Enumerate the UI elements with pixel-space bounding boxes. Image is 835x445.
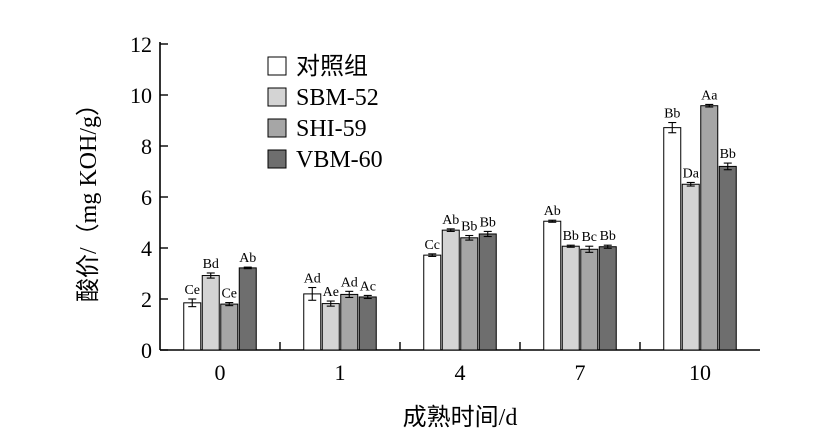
bar-label: Bd [203, 257, 219, 272]
legend-swatch [267, 87, 287, 107]
bar-label: Bc [581, 230, 597, 245]
legend-swatch [267, 56, 287, 76]
bar [340, 293, 359, 351]
bar [441, 229, 460, 351]
legend: 对照组 SBM-52 SHI-59 VBM-60 [267, 53, 383, 173]
bar-label: Bb [720, 147, 736, 162]
bar [460, 237, 479, 351]
bar-label: Aa [701, 88, 718, 103]
y-tick-label: 4 [141, 236, 152, 261]
bar [580, 248, 599, 351]
bar [598, 246, 617, 351]
bar [663, 127, 682, 351]
bar-label: Bb [563, 229, 579, 244]
bar [561, 245, 580, 351]
bar-label: Bb [461, 220, 477, 235]
y-tick-label: 12 [130, 32, 152, 57]
bar-label: Cc [424, 238, 440, 253]
y-tick-label: 10 [130, 83, 152, 108]
bar-label: Bb [600, 229, 616, 244]
legend-label: SHI-59 [296, 116, 367, 142]
legend-swatch [267, 149, 287, 169]
legend-label: SBM-52 [296, 85, 379, 111]
bar-label: Ac [360, 279, 376, 294]
bar-label: Bb [480, 215, 496, 230]
y-tick-label: 8 [141, 134, 152, 159]
bar [478, 233, 497, 351]
bar [543, 220, 562, 351]
bar-label: Ab [442, 213, 459, 228]
bar [718, 165, 737, 351]
bar-label: Ce [221, 287, 237, 302]
legend-label: VBM-60 [296, 147, 383, 173]
y-tick-label: 0 [141, 338, 152, 363]
bar [201, 275, 220, 351]
bar [220, 303, 239, 351]
bar-label: Ad [304, 272, 321, 287]
bar-label: Ce [184, 283, 200, 298]
bar-label: Ad [341, 275, 358, 290]
x-tick-label: 4 [455, 360, 466, 385]
x-axis-title: 成熟时间/d [403, 404, 518, 431]
axes: 0 2 4 6 8 10 12 0 1 4 7 10 [130, 32, 760, 385]
bar-label: Ab [544, 204, 561, 219]
x-tick-label: 10 [689, 360, 711, 385]
bar [321, 303, 340, 351]
legend-swatch [267, 118, 287, 138]
y-axis-title: 酸价/（mg KOH/g） [75, 92, 102, 302]
bar [700, 105, 719, 351]
bar [183, 302, 202, 351]
bar [358, 296, 377, 351]
x-tick-label: 7 [575, 360, 586, 385]
bar [681, 183, 700, 351]
x-tick-label: 1 [335, 360, 346, 385]
bar-label: Ae [323, 285, 339, 300]
bar-label: Ab [239, 251, 256, 266]
bar [303, 293, 322, 351]
y-tick-label: 6 [141, 185, 152, 210]
legend-label: 对照组 [296, 53, 368, 80]
bar-label: Da [683, 166, 700, 181]
bar-label: Bb [664, 107, 680, 122]
bar [238, 267, 257, 351]
bar [423, 254, 442, 351]
x-tick-label: 0 [215, 360, 226, 385]
y-tick-label: 2 [141, 287, 152, 312]
